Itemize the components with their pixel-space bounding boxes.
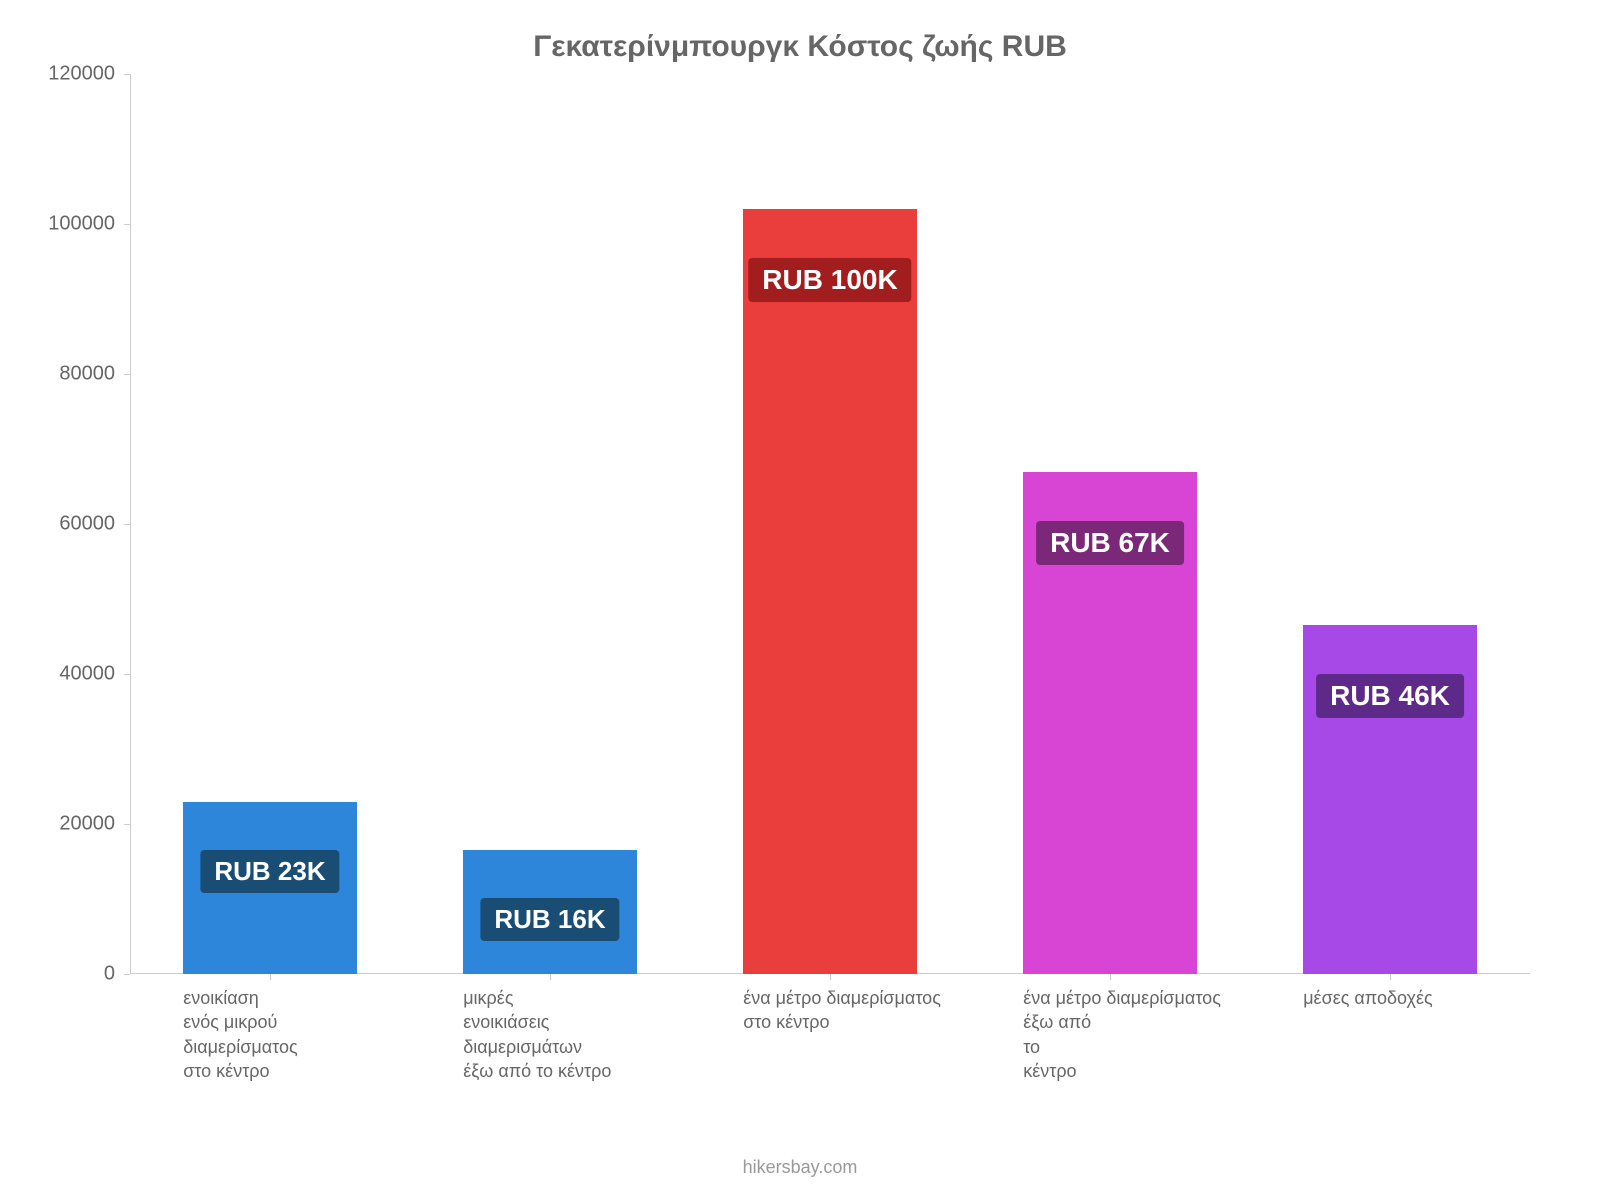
y-tick-mark [124, 524, 130, 525]
y-tick-label: 60000 [40, 513, 115, 536]
y-tick-mark [124, 74, 130, 75]
bar-value-label: RUB 46K [1316, 674, 1464, 718]
y-tick-mark [124, 224, 130, 225]
x-axis-labels: ενοικίαση ενός μικρού διαμερίσματος στο … [130, 974, 1530, 1124]
y-tick-label: 100000 [40, 213, 115, 236]
y-tick-label: 80000 [40, 363, 115, 386]
bar-value-label: RUB 100K [748, 258, 911, 302]
x-axis-label: μέσες αποδοχές [1303, 986, 1583, 1010]
y-tick-mark [124, 674, 130, 675]
bar [743, 209, 917, 974]
chart-title: Γεκατερίνμπουργκ Κόστος ζωής RUB [40, 30, 1560, 64]
bars-group: RUB 23K RUB 16K RUB 100K RUB 67K RUB 46K [130, 74, 1530, 974]
chart-container: Γεκατερίνμπουργκ Κόστος ζωής RUB 0200004… [0, 0, 1600, 1200]
plot-area: 020000400006000080000100000120000 RUB 23… [130, 74, 1530, 974]
y-axis: 020000400006000080000100000120000 [40, 74, 125, 974]
bar-value-label: RUB 67K [1036, 521, 1184, 565]
attribution-text: hikersbay.com [0, 1157, 1600, 1178]
y-tick-label: 20000 [40, 813, 115, 836]
bar-value-label: RUB 23K [200, 850, 339, 893]
y-tick-label: 0 [40, 963, 115, 986]
y-tick-label: 120000 [40, 63, 115, 86]
x-axis-label: ένα μέτρο διαμερίσματος έξω από το κέντρ… [1023, 986, 1303, 1083]
y-tick-mark [124, 824, 130, 825]
y-tick-mark [124, 374, 130, 375]
x-axis-label: ενοικίαση ενός μικρού διαμερίσματος στο … [183, 986, 463, 1083]
bar-value-label: RUB 16K [480, 898, 619, 941]
y-tick-label: 40000 [40, 663, 115, 686]
x-axis-label: μικρές ενοικιάσεις διαμερισμάτων έξω από… [463, 986, 743, 1083]
x-axis-label: ένα μέτρο διαμερίσματος στο κέντρο [743, 986, 1023, 1035]
